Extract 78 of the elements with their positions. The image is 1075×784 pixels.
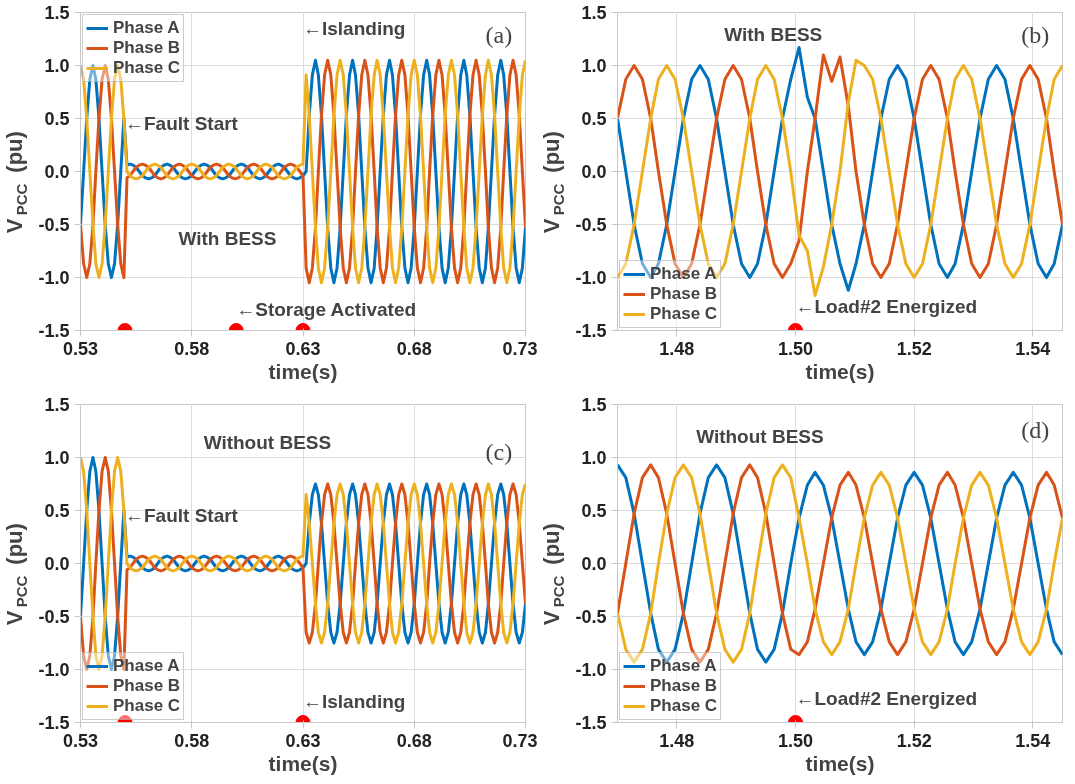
- y-axis-title: VPCC (pu): [539, 523, 567, 626]
- y-tick-label: 0.0: [581, 162, 607, 182]
- y-tick-label: -1.5: [38, 321, 70, 341]
- annotation: (b): [1021, 21, 1050, 48]
- y-tick-label: 0.5: [581, 109, 607, 129]
- y-tick-label: 0.5: [44, 501, 70, 521]
- annotation: ←Storage Activated: [236, 298, 417, 320]
- x-axis-title: time(s): [268, 359, 338, 383]
- annotation: ←Fault Start: [125, 113, 239, 135]
- y-tick-label: 0.0: [44, 162, 70, 182]
- x-tick-label: 1.50: [777, 338, 814, 359]
- legend-label: Phase A: [113, 18, 180, 38]
- x-tick-label: 0.53: [62, 338, 99, 359]
- x-tick-label: 1.54: [1015, 338, 1051, 359]
- annotation: With BESS: [178, 227, 277, 249]
- legend-label: Phase B: [113, 38, 181, 58]
- legend-label: Phase C: [650, 304, 718, 324]
- y-tick-label: 1.5: [581, 3, 607, 23]
- x-axis-title: time(s): [805, 751, 875, 775]
- x-axis-title: time(s): [805, 359, 875, 383]
- legend-label: Phase B: [650, 676, 718, 696]
- annotation: (c): [485, 439, 513, 466]
- x-tick-label: 1.48: [659, 338, 695, 359]
- y-axis-title: VPCC (pu): [2, 131, 30, 234]
- y-tick-label: 1.5: [44, 395, 70, 415]
- x-tick-label: 0.68: [396, 338, 432, 359]
- annotation: Without BESS: [203, 432, 332, 454]
- annotation: With BESS: [724, 24, 823, 46]
- legend-label: Phase C: [650, 696, 718, 716]
- y-tick-label: -0.5: [575, 215, 607, 235]
- y-axis-title: VPCC (pu): [2, 523, 30, 626]
- x-tick-label: 1.48: [659, 730, 695, 751]
- y-tick-label: -1.0: [575, 268, 607, 288]
- annotation: Without BESS: [696, 425, 824, 447]
- y-tick-label: -0.5: [38, 215, 70, 235]
- y-tick-label: -1.5: [38, 713, 70, 733]
- x-tick-label: 1.50: [777, 730, 814, 751]
- x-tick-label: 0.53: [62, 730, 99, 751]
- y-tick-label: 1.5: [44, 3, 70, 23]
- annotation: ←Islanding: [303, 17, 406, 39]
- y-tick-label: 0.5: [44, 109, 70, 129]
- y-tick-label: 0.5: [581, 501, 607, 521]
- annotation: ←Load#2 Energized: [795, 295, 978, 317]
- y-tick-label: 1.0: [581, 448, 607, 468]
- x-tick-label: 1.52: [896, 730, 932, 751]
- y-tick-label: 0.0: [581, 554, 607, 574]
- annotation: ←Load#2 Energized: [795, 687, 978, 709]
- y-tick-label: -1.0: [38, 268, 70, 288]
- y-tick-label: 1.0: [581, 56, 607, 76]
- annotation: ←Islanding: [303, 690, 406, 712]
- x-tick-label: 0.58: [174, 730, 210, 751]
- legend-label: Phase B: [650, 284, 718, 304]
- y-axis-title: VPCC (pu): [539, 131, 567, 234]
- x-axis-title: time(s): [268, 751, 338, 775]
- legend-label: Phase C: [113, 696, 181, 716]
- annotation: (a): [485, 21, 513, 48]
- y-tick-label: -1.0: [575, 660, 607, 680]
- y-tick-label: -1.5: [575, 713, 607, 733]
- x-tick-label: 1.54: [1015, 730, 1051, 751]
- y-tick-label: 0.0: [44, 554, 70, 574]
- x-tick-label: 0.73: [502, 730, 538, 751]
- y-tick-label: 1.5: [581, 395, 607, 415]
- x-tick-label: 1.52: [896, 338, 932, 359]
- x-tick-label: 0.73: [502, 338, 538, 359]
- legend-label: Phase B: [113, 676, 181, 696]
- y-tick-label: -1.5: [575, 321, 607, 341]
- x-tick-label: 0.63: [285, 730, 321, 751]
- legend-label: Phase A: [650, 656, 717, 676]
- y-tick-label: 1.0: [44, 448, 70, 468]
- y-tick-label: -0.5: [38, 607, 70, 627]
- y-tick-label: -0.5: [575, 607, 607, 627]
- x-tick-label: 0.68: [396, 730, 432, 751]
- x-tick-label: 0.58: [174, 338, 210, 359]
- x-tick-label: 0.63: [285, 338, 321, 359]
- y-tick-label: 1.0: [44, 56, 70, 76]
- annotation: (d): [1021, 416, 1050, 443]
- y-tick-label: -1.0: [38, 660, 70, 680]
- annotation: ←Fault Start: [125, 505, 239, 527]
